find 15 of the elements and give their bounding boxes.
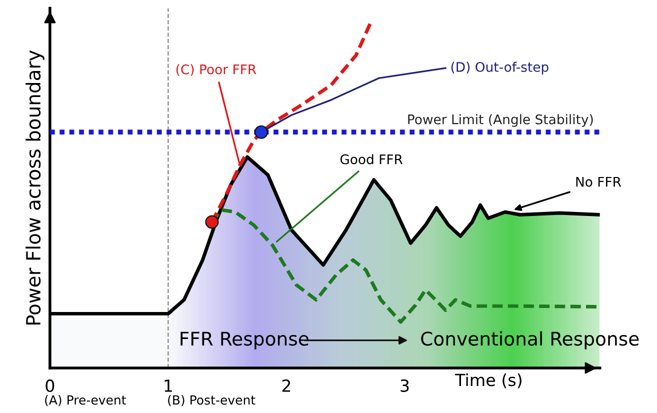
text: (C) Poor FFR (176, 64, 256, 76)
x-tick-label: 0 (46, 379, 54, 392)
y-axis-title: Power Flow across boundary (26, 50, 44, 325)
annotation: FFR Response (180, 332, 308, 350)
x-tick-label: 3 (400, 379, 409, 392)
x-axis-title: Time (s) (455, 373, 522, 388)
text: (B) Post-event (168, 395, 256, 406)
text: No FFR (576, 176, 622, 187)
annotation: Conventional Response (421, 331, 639, 350)
x-tick-label: 2 (282, 379, 290, 392)
text: Good FFR (340, 154, 403, 164)
ref-line-label: Power Limit (Angle Stability) (408, 114, 593, 127)
x-tick-label: 1 (164, 380, 172, 392)
text: (A) Pre-event (45, 395, 126, 406)
series-label: (D) Out-of-step (451, 62, 548, 74)
